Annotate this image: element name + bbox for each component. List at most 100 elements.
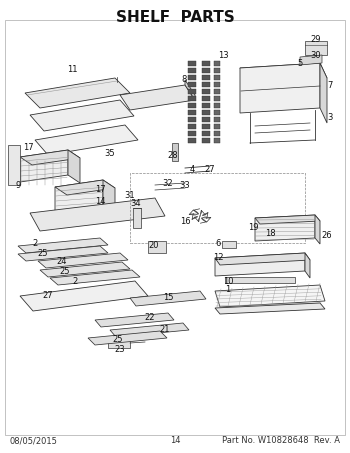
- Bar: [133, 208, 141, 228]
- Text: 18: 18: [265, 228, 275, 237]
- Bar: [188, 75, 196, 80]
- Bar: [188, 68, 196, 73]
- Bar: [188, 131, 196, 136]
- Bar: [214, 96, 220, 101]
- Text: 4: 4: [189, 164, 195, 173]
- Text: 23: 23: [115, 346, 125, 355]
- Polygon shape: [315, 215, 320, 244]
- Bar: [214, 131, 220, 136]
- Polygon shape: [38, 253, 128, 268]
- Text: 25: 25: [60, 266, 70, 275]
- Bar: [214, 82, 220, 87]
- Text: 17: 17: [23, 144, 33, 153]
- Text: 27: 27: [205, 165, 215, 174]
- Text: Part No. W10828648  Rev. A: Part No. W10828648 Rev. A: [222, 436, 340, 445]
- Bar: [305, 41, 327, 55]
- Text: 20: 20: [149, 241, 159, 251]
- Text: 26: 26: [322, 231, 332, 240]
- Bar: [225, 277, 295, 283]
- Polygon shape: [95, 313, 174, 327]
- Text: 12: 12: [213, 254, 223, 262]
- Text: 11: 11: [67, 64, 77, 73]
- Bar: [202, 131, 210, 136]
- Polygon shape: [240, 63, 327, 83]
- Text: 30: 30: [311, 50, 321, 59]
- Bar: [202, 117, 210, 122]
- Text: 3: 3: [327, 114, 333, 122]
- Bar: [188, 124, 196, 129]
- Polygon shape: [240, 63, 320, 113]
- Polygon shape: [320, 63, 327, 123]
- Polygon shape: [20, 281, 148, 311]
- Polygon shape: [40, 262, 130, 277]
- Text: 17: 17: [95, 184, 105, 193]
- Polygon shape: [20, 150, 80, 165]
- Polygon shape: [18, 238, 108, 253]
- Bar: [214, 103, 220, 108]
- Text: 7: 7: [327, 82, 333, 91]
- Polygon shape: [68, 150, 80, 183]
- Bar: [108, 338, 130, 348]
- Polygon shape: [185, 80, 195, 100]
- Bar: [202, 103, 210, 108]
- Polygon shape: [305, 253, 310, 278]
- Bar: [188, 110, 196, 115]
- Text: 25: 25: [38, 249, 48, 257]
- Bar: [214, 124, 220, 129]
- Text: 8: 8: [181, 74, 187, 83]
- Ellipse shape: [173, 150, 177, 155]
- Text: 28: 28: [168, 151, 178, 160]
- Text: 1: 1: [225, 285, 231, 294]
- Text: 32: 32: [163, 178, 173, 188]
- Polygon shape: [255, 215, 315, 241]
- Text: SHELF  PARTS: SHELF PARTS: [116, 10, 234, 25]
- Text: 16: 16: [180, 217, 190, 226]
- Bar: [214, 89, 220, 94]
- Text: 24: 24: [57, 256, 67, 265]
- Polygon shape: [30, 198, 165, 231]
- Bar: [214, 117, 220, 122]
- Text: 31: 31: [125, 191, 135, 199]
- Bar: [202, 110, 210, 115]
- Polygon shape: [130, 291, 206, 306]
- Polygon shape: [215, 253, 305, 276]
- Bar: [202, 124, 210, 129]
- Polygon shape: [300, 55, 322, 65]
- Polygon shape: [35, 125, 138, 155]
- Text: 14: 14: [170, 436, 180, 445]
- Polygon shape: [88, 331, 167, 345]
- Polygon shape: [55, 180, 103, 212]
- Bar: [214, 68, 220, 73]
- Text: 15: 15: [163, 294, 173, 303]
- Bar: [188, 82, 196, 87]
- Polygon shape: [55, 180, 115, 195]
- Bar: [202, 89, 210, 94]
- Bar: [214, 138, 220, 143]
- Text: 29: 29: [311, 35, 321, 44]
- Text: 27: 27: [43, 291, 53, 300]
- Bar: [214, 110, 220, 115]
- Text: 33: 33: [180, 180, 190, 189]
- Bar: [148, 241, 166, 253]
- Text: 13: 13: [218, 50, 228, 59]
- Bar: [188, 103, 196, 108]
- Text: 34: 34: [131, 198, 141, 207]
- Text: 10: 10: [223, 276, 233, 285]
- Bar: [222, 241, 236, 248]
- Text: 22: 22: [145, 313, 155, 322]
- Bar: [188, 89, 196, 94]
- Bar: [202, 138, 210, 143]
- Bar: [202, 61, 210, 66]
- Bar: [130, 173, 305, 243]
- Text: 9: 9: [15, 182, 21, 191]
- Bar: [202, 82, 210, 87]
- Text: 25: 25: [113, 336, 123, 344]
- Polygon shape: [30, 100, 134, 131]
- Bar: [202, 68, 210, 73]
- Ellipse shape: [73, 208, 103, 217]
- Polygon shape: [120, 85, 195, 110]
- Polygon shape: [215, 253, 310, 265]
- Text: 6: 6: [215, 238, 221, 247]
- Polygon shape: [215, 285, 325, 307]
- Text: 35: 35: [105, 149, 115, 158]
